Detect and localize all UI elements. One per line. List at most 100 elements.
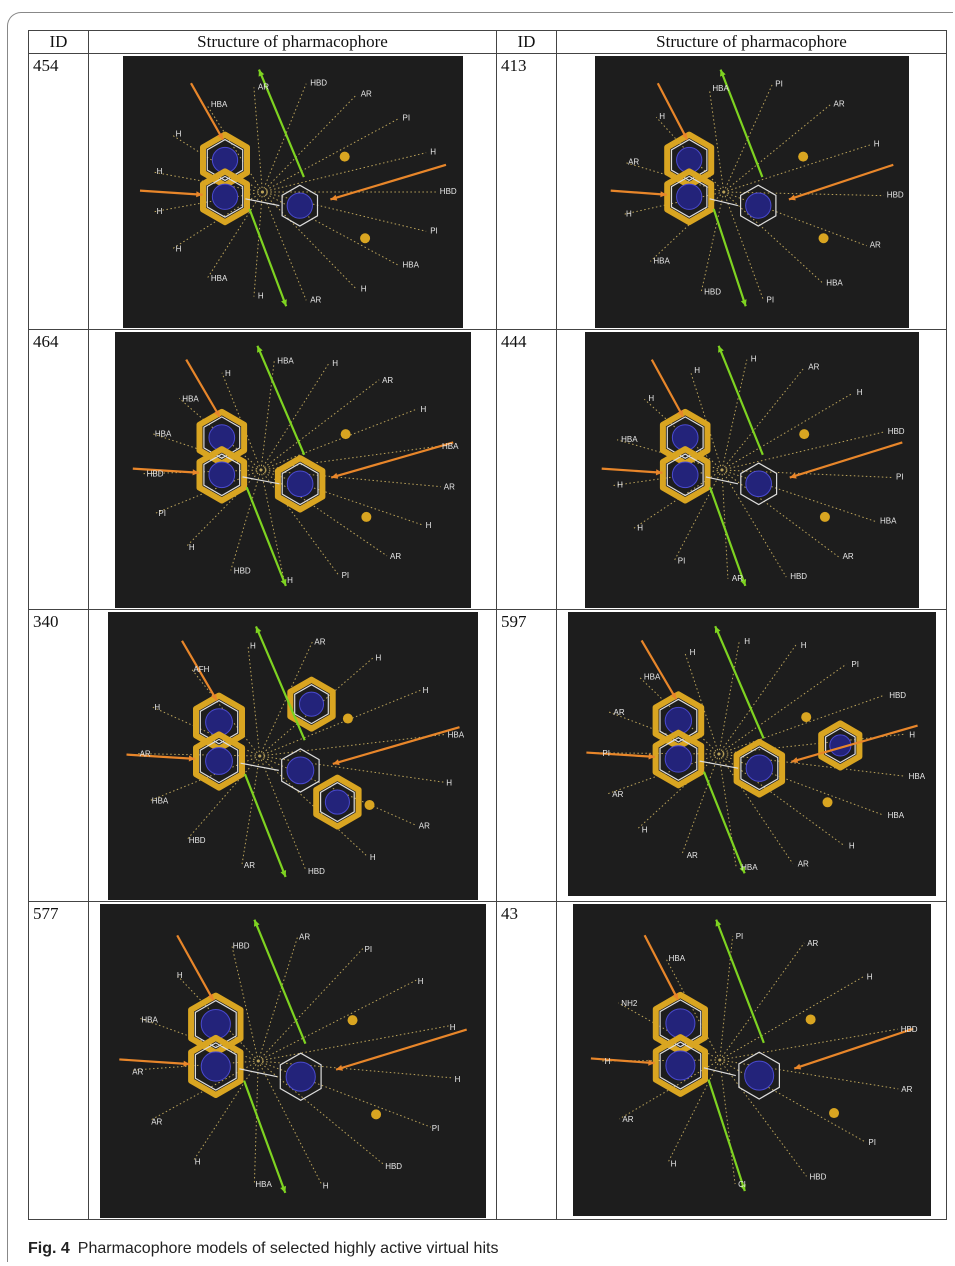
id-cell: 444 <box>496 329 557 610</box>
feature-label: HBD <box>188 836 205 845</box>
feature-label: HBA <box>643 673 660 682</box>
feature-label: H <box>360 284 366 293</box>
feature-label: AR <box>613 708 624 717</box>
feature-label: H <box>909 730 915 739</box>
feature-label: H <box>689 648 695 657</box>
hydrophobic-sphere <box>798 429 809 440</box>
aromatic-feature <box>312 774 362 830</box>
feature-projection <box>722 104 831 193</box>
feature-label: PI <box>775 80 783 89</box>
feature-projection <box>664 957 720 1061</box>
aromatic-feature <box>199 168 250 226</box>
hbd-vector <box>242 1080 286 1194</box>
hba-arrowhead <box>213 409 220 417</box>
hydrophobic-sphere <box>347 1015 358 1026</box>
feature-label: HBD <box>385 1162 402 1171</box>
linker-bond <box>244 198 280 207</box>
feature-label: NH2 <box>621 999 638 1008</box>
feature-projection <box>700 191 724 293</box>
hba-vector <box>125 753 195 760</box>
ring-centroid <box>286 192 313 219</box>
hbd-vector <box>712 208 747 307</box>
hba-arrowhead <box>195 191 203 198</box>
feature-label: HBD <box>704 287 721 296</box>
ring-centroid <box>298 691 324 717</box>
feature-projection <box>689 370 722 471</box>
ring-bond <box>670 175 708 218</box>
feature-projection <box>666 1059 720 1164</box>
header-id-left: ID <box>28 30 89 54</box>
linker-bond <box>241 476 280 485</box>
panel-background <box>114 332 471 608</box>
feature-projection <box>720 359 747 471</box>
hbd-arrowhead <box>714 626 720 634</box>
feature-projection <box>258 641 313 757</box>
feature-projection <box>247 645 260 757</box>
feature-label: H <box>694 366 700 375</box>
feature-label: HBA <box>210 274 227 283</box>
feature-label: AFH <box>193 665 209 674</box>
feature-projection <box>257 947 364 1062</box>
feature-label: HBA <box>182 394 199 403</box>
id-cell: 340 <box>28 609 89 902</box>
panel-background <box>584 332 919 608</box>
structure-cell: AFH H AR H H HBA H AR H HBD AR HBD HBA AR H <box>88 609 497 902</box>
hba-vector <box>601 467 663 474</box>
hbd-arrowhead <box>739 579 746 586</box>
feature-label: H <box>322 1182 328 1191</box>
hba-arrowhead <box>655 469 662 476</box>
feature-label: AR <box>797 860 808 869</box>
hba-vector <box>132 467 199 474</box>
linker-bond <box>238 1068 277 1078</box>
feature-label: PI <box>402 114 410 123</box>
linker-bond <box>708 198 738 207</box>
feature-projection <box>261 118 399 193</box>
caption-text: Pharmacophore models of selected highly … <box>77 1240 499 1257</box>
ring-bond <box>293 684 329 725</box>
pharmacophore-image: H HBA H H H AR H HBD PI HBA AR HBD AR PI H <box>584 332 919 608</box>
feature-label: HBD <box>889 691 906 700</box>
ring-centroid <box>286 470 313 498</box>
feature-label: H <box>375 653 381 662</box>
feature-projection <box>638 676 719 755</box>
table-row: 454 HBD PI HBA H AR H HBA H H H H HBA AR HBD AR PI H 413… <box>28 53 947 330</box>
hbd-arrowhead <box>255 626 261 634</box>
feature-label: H <box>257 292 263 301</box>
feature-projection <box>718 1059 736 1185</box>
feature-projection <box>717 753 737 868</box>
hba-arrowhead <box>210 693 217 701</box>
feature-projection <box>257 1025 449 1062</box>
hbd-vector <box>708 486 746 587</box>
feature-label: AR <box>151 1117 162 1126</box>
feature-label: H <box>425 521 431 530</box>
hydrophobic-sphere <box>818 233 829 244</box>
feature-label: PI <box>430 226 438 235</box>
feature-label: AR <box>686 851 697 860</box>
feature-label: H <box>156 167 162 176</box>
feature-label: AR <box>901 1085 912 1094</box>
feature-label: PI <box>851 660 859 669</box>
hbd-arrowhead <box>279 1185 286 1193</box>
hba-arrowhead <box>648 753 655 760</box>
feature-projection <box>672 469 722 562</box>
id-cell: 464 <box>28 329 89 610</box>
feature-label: AR <box>382 376 393 385</box>
hba-vector <box>330 441 454 479</box>
hba-arrowhead <box>216 132 223 140</box>
hba-vector <box>790 724 918 763</box>
feature-label: HBD <box>886 191 903 200</box>
hba-arrowhead <box>681 132 687 140</box>
feature-projection <box>718 942 805 1061</box>
ring-centroid <box>664 1050 695 1081</box>
hbd-vector <box>254 625 306 741</box>
hydrophobic-sphere <box>360 511 371 522</box>
hbd-arrowhead <box>258 69 264 77</box>
aromatic-feature <box>196 446 247 504</box>
hydrophobic-sphere <box>339 151 350 162</box>
aromatic-feature <box>652 1034 708 1097</box>
hba-vector <box>590 1057 655 1065</box>
hba-vector <box>139 189 203 196</box>
feature-label: AR <box>299 933 310 942</box>
hba-arrowhead <box>329 194 337 201</box>
feature-projection <box>257 979 417 1062</box>
